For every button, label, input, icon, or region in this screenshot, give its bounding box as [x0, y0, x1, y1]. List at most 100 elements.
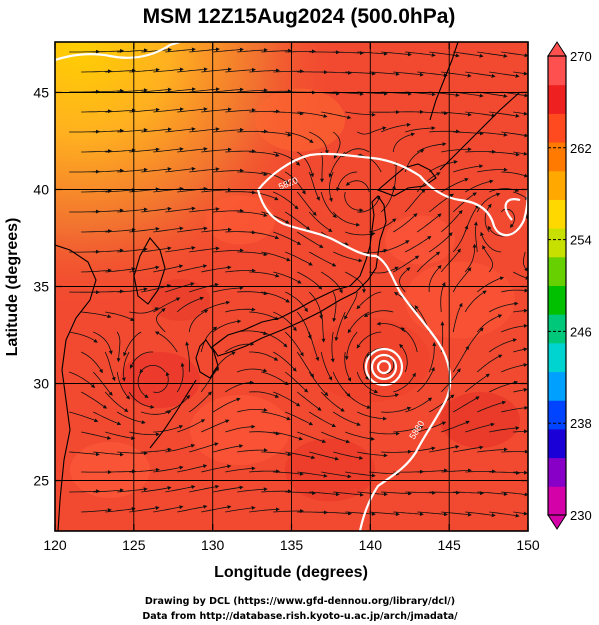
wind-streamline	[321, 111, 352, 120]
wind-streamline	[369, 471, 400, 476]
wind-streamline	[513, 429, 528, 434]
wind-streamline	[105, 227, 136, 233]
wind-streamline	[81, 189, 112, 194]
wind-streamline	[332, 411, 361, 426]
wind-streamline	[93, 488, 124, 493]
wind-streamline	[165, 127, 196, 133]
colorbar-segment	[548, 142, 566, 172]
wind-streamline	[285, 49, 316, 54]
wind-streamline	[344, 331, 358, 361]
wind-streamline	[441, 111, 472, 117]
wind-streamline	[501, 171, 528, 178]
wind-streamline	[105, 507, 136, 513]
wind-streamline	[405, 490, 436, 495]
wind-streamline	[392, 132, 416, 153]
wind-streamline	[357, 126, 387, 135]
wind-streamline	[452, 192, 477, 213]
temperature-patch	[205, 195, 275, 245]
wind-streamline	[428, 160, 458, 173]
wind-streamline	[452, 345, 470, 373]
wind-streamline	[393, 372, 416, 393]
wind-streamline	[153, 371, 170, 393]
wind-streamline	[465, 469, 496, 474]
colorbar-tick-label: 246	[570, 324, 592, 339]
wind-streamline	[345, 471, 376, 478]
wind-streamline	[141, 206, 172, 213]
colorbar-tick-label: 262	[570, 141, 592, 156]
wind-streamline	[369, 391, 400, 398]
wind-streamline	[513, 511, 528, 516]
wind-streamline	[261, 171, 290, 184]
wind-streamline	[393, 71, 424, 77]
wind-streamline	[141, 47, 172, 53]
wind-streamline	[416, 213, 442, 233]
wind-streamline	[177, 147, 208, 153]
wind-streamline	[357, 411, 387, 421]
wind-streamline	[464, 290, 487, 313]
wind-streamline	[116, 411, 146, 425]
wind-streamline	[393, 425, 424, 433]
wind-streamline	[81, 431, 112, 440]
wind-streamline	[273, 111, 304, 116]
wind-streamline	[297, 271, 323, 290]
wind-streamline	[452, 302, 463, 333]
wind-streamline	[237, 48, 268, 53]
wind-streamline	[213, 485, 244, 493]
wind-streamline	[428, 264, 442, 293]
wind-streamline	[416, 366, 435, 393]
wind-streamline	[225, 424, 256, 433]
wind-streamline	[121, 351, 130, 382]
wind-streamline	[441, 147, 472, 153]
korea-coastline	[133, 237, 166, 305]
colorbar-segment	[548, 256, 566, 286]
wind-streamline	[417, 111, 448, 116]
wind-streamline	[429, 129, 460, 134]
wind-streamline	[177, 504, 208, 513]
wind-streamline	[453, 491, 484, 496]
wind-streamline	[320, 391, 345, 412]
colorbar-segment	[548, 199, 566, 229]
wind-streamline	[249, 469, 280, 474]
y-axis-label: Latitude (degrees)	[4, 218, 21, 357]
wind-streamline	[153, 465, 184, 473]
wind-streamline	[188, 309, 209, 333]
wind-streamline	[213, 47, 244, 53]
wind-streamline	[117, 287, 148, 293]
wind-streamline	[513, 308, 528, 313]
wind-streamline	[224, 380, 254, 393]
wind-streamline	[416, 251, 441, 273]
wind-streamline	[141, 246, 172, 253]
wind-streamline	[153, 107, 184, 113]
wind-streamline	[105, 311, 135, 321]
wind-streamline	[177, 226, 208, 233]
wind-streamline	[489, 301, 519, 313]
temperature-patch	[120, 352, 200, 408]
wind-streamline	[369, 266, 399, 274]
colorbar-segment	[548, 486, 566, 516]
contour-5880-west	[256, 189, 452, 531]
wind-streamline	[501, 288, 528, 293]
wind-streamline	[273, 351, 297, 372]
wind-streamline	[417, 468, 448, 473]
contour-southeast	[504, 198, 521, 221]
wind-streamline	[417, 71, 448, 78]
wind-streamline	[369, 218, 397, 233]
wind-streamline	[513, 347, 528, 353]
wind-streamline	[123, 331, 142, 357]
wind-streamline	[81, 268, 112, 273]
wind-streamline	[285, 491, 316, 496]
wind-streamline	[489, 470, 520, 475]
wind-streamline	[320, 191, 337, 218]
wind-streamline	[285, 411, 314, 426]
temperature-patch	[405, 261, 515, 339]
wind-streamline	[369, 431, 400, 436]
wind-streamline	[453, 164, 484, 173]
wind-streamline	[225, 108, 256, 113]
wind-streamline	[334, 311, 346, 342]
wind-streamline	[249, 109, 280, 114]
wind-streamline	[440, 281, 446, 313]
wind-streamline	[93, 411, 122, 426]
wind-streamline	[513, 470, 528, 475]
typhoon-contour-mid	[370, 353, 398, 381]
wind-streamline	[417, 511, 448, 517]
